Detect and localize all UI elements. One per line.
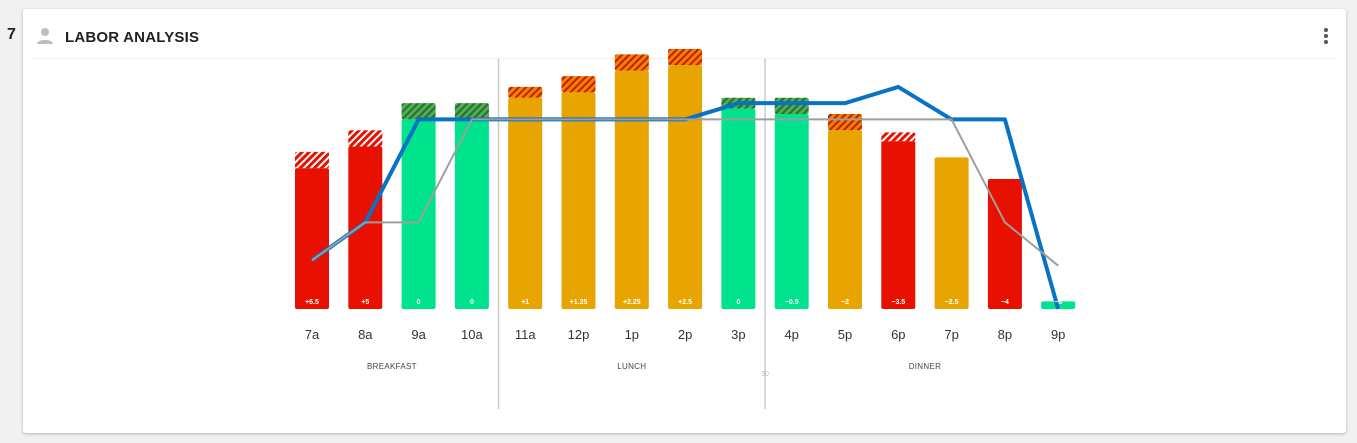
bar-label: 0 <box>417 299 421 306</box>
tick-label: 2p <box>678 327 692 342</box>
bar-variance <box>348 130 383 147</box>
bar-variance <box>668 49 703 66</box>
tick-label: 8p <box>998 327 1012 342</box>
tick-label: 12p <box>568 327 590 342</box>
tick-label: 10a <box>461 327 483 342</box>
bar[interactable] <box>561 92 596 309</box>
bar[interactable] <box>614 70 649 309</box>
card-index: 7 <box>7 26 16 43</box>
bar[interactable] <box>721 108 756 309</box>
tick-label: 4p <box>784 327 798 342</box>
bar-label: +1 <box>521 299 529 306</box>
more-vert-icon[interactable] <box>1320 26 1332 48</box>
bar-variance <box>508 86 543 98</box>
bar-variance <box>454 103 489 120</box>
bar-label: +2.25 <box>623 299 641 306</box>
bar[interactable] <box>295 168 329 309</box>
tick-label: 1p <box>625 327 639 342</box>
bar-label: 0 <box>470 299 474 306</box>
bar-variance <box>561 76 596 93</box>
bar-label: 0 <box>736 299 740 306</box>
bar[interactable] <box>454 119 489 310</box>
bar[interactable] <box>348 146 383 310</box>
bar-label: −3.5 <box>891 299 905 306</box>
tick-label: 3p <box>731 327 745 342</box>
tick-label: 9a <box>411 327 426 342</box>
bar[interactable] <box>934 157 969 309</box>
period-label: BREAKFAST <box>367 362 417 371</box>
bar[interactable] <box>881 141 916 309</box>
tick-label: 7a <box>305 327 320 342</box>
bar-label: −4 <box>1001 299 1009 306</box>
forecast-line <box>311 118 1059 267</box>
tick-label: 8a <box>358 327 373 342</box>
axis-note: 30 <box>761 371 769 378</box>
period-label: DINNER <box>909 362 941 371</box>
labor-chart: +6.5 7a +5 8a 0 9a 0 10a +1 11a +1.25 12p +2.25 1p +2.… <box>295 49 1076 409</box>
tick-label: 5p <box>838 327 852 342</box>
bar-label: −2 <box>841 299 849 306</box>
labor-analysis-card: LABOR ANALYSIS +6.5 7a +5 8a 0 9a 0 10a +1 11a +1.… <box>23 9 1346 433</box>
bar-variance <box>774 97 809 114</box>
bar-variance <box>295 151 329 169</box>
period-label: LUNCH <box>617 362 646 371</box>
bar[interactable] <box>987 179 1022 309</box>
bar[interactable] <box>508 97 543 309</box>
tick-label: 6p <box>891 327 905 342</box>
tick-label: 9p <box>1051 327 1065 342</box>
bar-label: +2.5 <box>678 299 692 306</box>
bar-variance <box>614 54 649 71</box>
bar-label: −6 <box>1054 299 1062 306</box>
bar-label: −2.5 <box>945 299 959 306</box>
tick-label: 11a <box>515 327 536 342</box>
person-icon <box>37 28 53 44</box>
bar[interactable] <box>774 114 809 309</box>
bar-label: +6.5 <box>305 299 319 306</box>
tick-label: 7p <box>944 327 958 342</box>
bar-variance <box>881 132 916 142</box>
bar[interactable] <box>668 65 703 309</box>
bar-variance <box>401 103 436 120</box>
bar-label: +5 <box>361 299 369 306</box>
card-title: LABOR ANALYSIS <box>65 29 200 46</box>
bar-label: +1.25 <box>570 299 588 306</box>
bar-label: −0.5 <box>785 299 799 306</box>
bar[interactable] <box>401 119 436 310</box>
bar-variance <box>828 114 862 131</box>
bar[interactable] <box>828 130 862 309</box>
